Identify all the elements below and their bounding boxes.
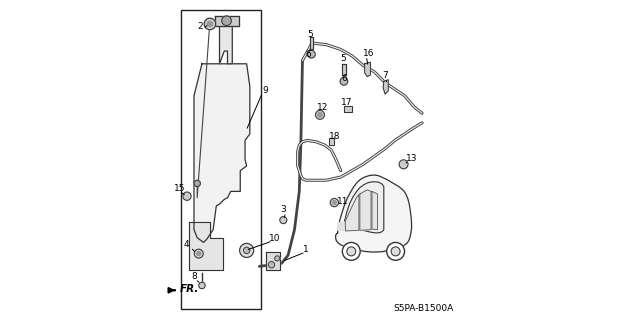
Circle shape bbox=[243, 247, 250, 254]
Text: 6: 6 bbox=[341, 74, 347, 83]
Text: 10: 10 bbox=[269, 234, 280, 243]
Polygon shape bbox=[360, 190, 371, 230]
Polygon shape bbox=[345, 195, 359, 231]
Text: 5: 5 bbox=[340, 54, 346, 63]
Bar bbox=[344, 106, 351, 112]
Text: 11: 11 bbox=[337, 197, 348, 206]
Text: 15: 15 bbox=[174, 184, 186, 193]
Bar bbox=[329, 138, 334, 145]
Polygon shape bbox=[383, 80, 388, 94]
Circle shape bbox=[199, 282, 205, 289]
Circle shape bbox=[268, 262, 275, 268]
Polygon shape bbox=[189, 222, 223, 270]
Text: 9: 9 bbox=[262, 85, 268, 94]
Circle shape bbox=[347, 247, 356, 256]
Circle shape bbox=[391, 247, 400, 256]
Circle shape bbox=[387, 242, 404, 260]
Circle shape bbox=[318, 113, 322, 117]
Polygon shape bbox=[345, 182, 384, 233]
Circle shape bbox=[308, 50, 316, 58]
Text: 6: 6 bbox=[306, 50, 312, 59]
Bar bbox=[344, 106, 351, 112]
Text: 13: 13 bbox=[406, 154, 418, 163]
Circle shape bbox=[399, 160, 408, 169]
Circle shape bbox=[207, 21, 212, 26]
Text: 8: 8 bbox=[192, 272, 198, 281]
Circle shape bbox=[316, 110, 324, 119]
Circle shape bbox=[239, 243, 253, 257]
Polygon shape bbox=[335, 175, 412, 252]
Text: 4: 4 bbox=[184, 240, 189, 249]
Circle shape bbox=[183, 192, 191, 200]
Bar bbox=[329, 138, 334, 145]
Polygon shape bbox=[215, 16, 239, 26]
Text: 5: 5 bbox=[307, 30, 313, 39]
Text: 1: 1 bbox=[303, 245, 308, 254]
Polygon shape bbox=[365, 62, 371, 77]
Text: 12: 12 bbox=[317, 103, 328, 112]
Bar bbox=[181, 10, 261, 309]
Polygon shape bbox=[266, 252, 280, 270]
Circle shape bbox=[330, 198, 339, 207]
Text: 16: 16 bbox=[363, 49, 374, 58]
FancyBboxPatch shape bbox=[338, 223, 344, 230]
Polygon shape bbox=[310, 37, 314, 49]
Text: 2: 2 bbox=[197, 22, 203, 31]
Polygon shape bbox=[342, 64, 346, 75]
Polygon shape bbox=[220, 24, 232, 64]
Polygon shape bbox=[372, 191, 378, 230]
Text: S5PA-B1500A: S5PA-B1500A bbox=[394, 304, 454, 313]
Text: 18: 18 bbox=[328, 132, 340, 141]
Text: 17: 17 bbox=[341, 98, 353, 107]
Polygon shape bbox=[194, 64, 250, 242]
Circle shape bbox=[194, 180, 200, 187]
Circle shape bbox=[342, 242, 360, 260]
Circle shape bbox=[195, 249, 204, 258]
Circle shape bbox=[221, 16, 231, 26]
Text: FR.: FR. bbox=[180, 284, 199, 294]
Circle shape bbox=[332, 201, 336, 204]
Circle shape bbox=[204, 18, 216, 30]
Circle shape bbox=[280, 217, 287, 224]
Circle shape bbox=[275, 256, 280, 261]
Circle shape bbox=[197, 252, 201, 256]
Circle shape bbox=[340, 78, 348, 85]
Text: 3: 3 bbox=[280, 205, 286, 214]
Text: 7: 7 bbox=[382, 71, 388, 80]
